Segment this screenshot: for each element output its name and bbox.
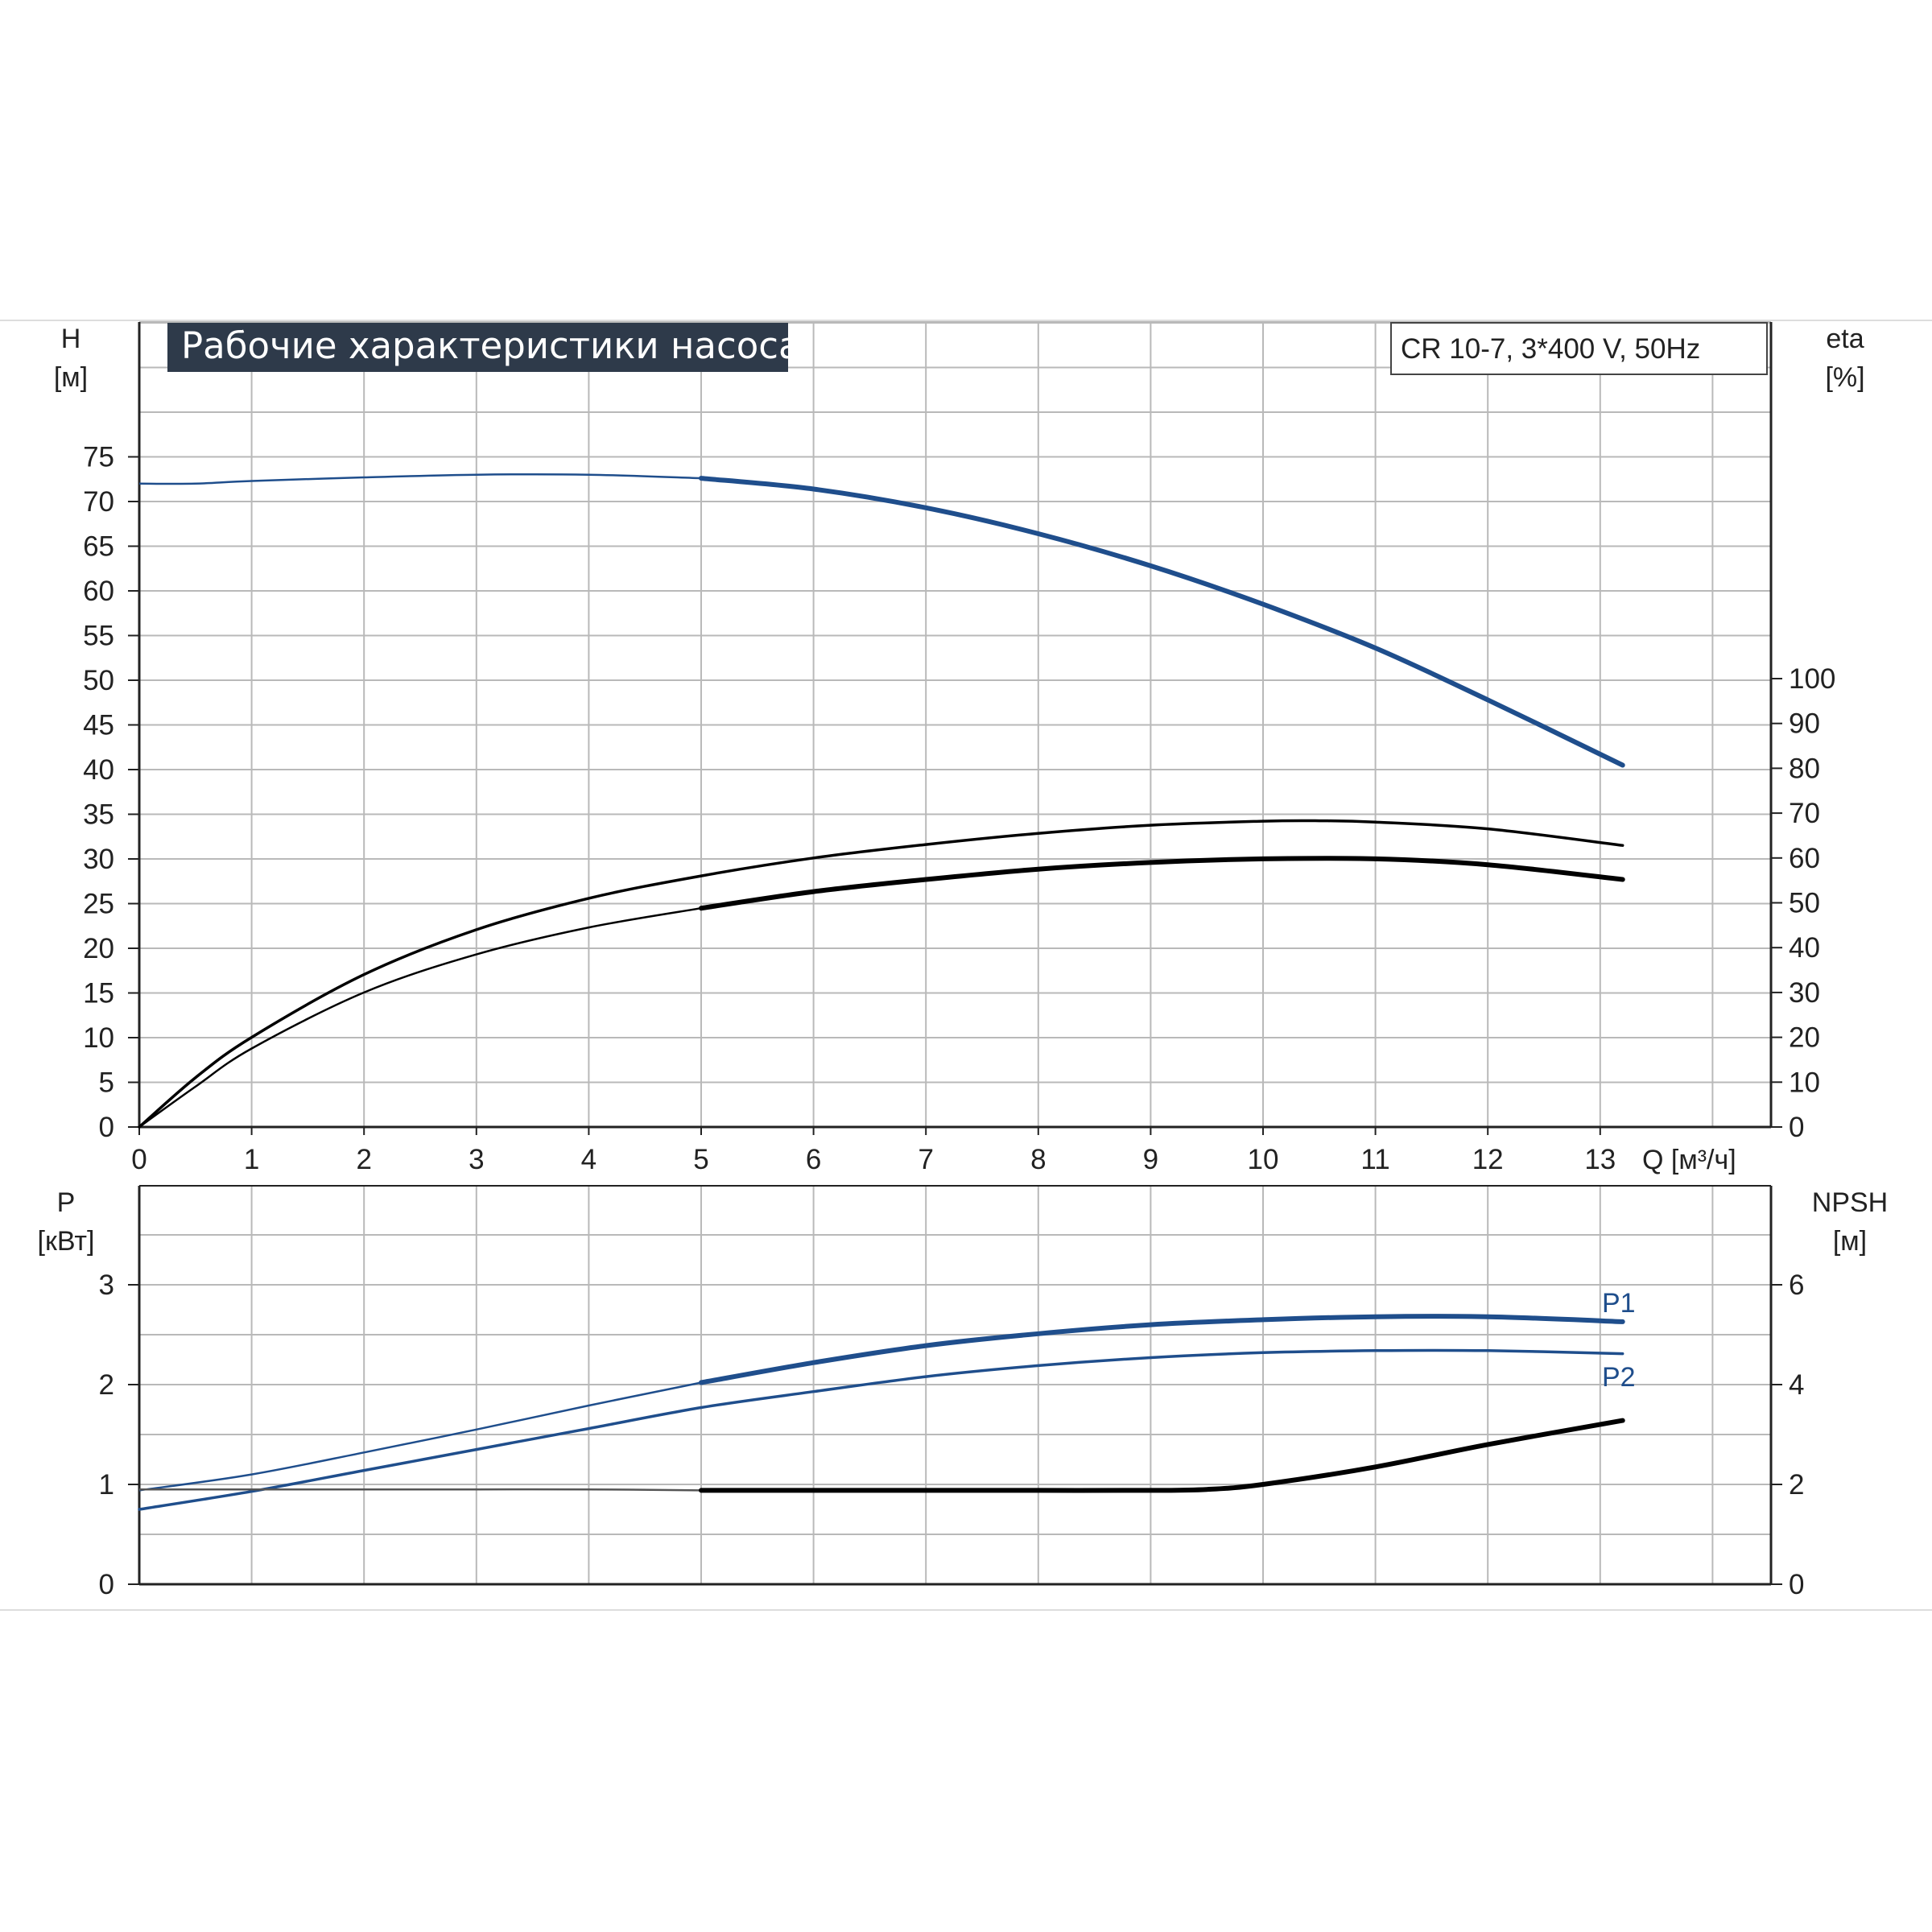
eta-pump-curve [138,819,1624,1129]
npsh-tick-label: 6 [1789,1269,1804,1301]
x-tick-label: 3 [469,1144,484,1175]
x-tick-label: 12 [1472,1144,1504,1175]
x-tick-label: 4 [581,1144,597,1175]
eta-tick-label: 20 [1789,1022,1820,1054]
eta-tick-label: 90 [1789,708,1820,740]
head-tick-label: 55 [83,621,114,652]
head-tick-label: 75 [83,442,114,473]
head-axis-name: H [61,324,81,354]
p1-curve-thick [699,1314,1625,1385]
power-chart-curves [138,1314,1625,1511]
eta-tick-label: 40 [1789,932,1820,964]
p2-series-label: P2 [1602,1362,1636,1393]
power-axis-name: P [57,1187,76,1218]
npsh-tick-label: 4 [1789,1369,1804,1401]
eta-tick-label: 30 [1789,977,1820,1009]
head-tick-label: 50 [83,665,114,696]
head-tick-label: 10 [83,1022,114,1054]
head-chart-curves [138,473,1625,1129]
eta-tick-label: 70 [1789,798,1820,829]
chart-title: Рабочие характеристики насоса [181,324,801,367]
eta-total-curve-thin [138,906,702,1129]
npsh-axis-name: NPSH [1812,1187,1888,1218]
head-tick-label: 70 [83,486,114,518]
x-tick-label: 5 [693,1144,708,1175]
head-tick-label: 65 [83,531,114,563]
npsh-axis-unit: [м] [1833,1226,1867,1257]
eta-total-curve-thick [699,856,1625,911]
eta-axis-unit: [%] [1825,362,1864,393]
chart-title-box [167,323,788,372]
p1-series-label: P1 [1602,1288,1636,1319]
p2-curve [138,1348,1624,1511]
x-tick-label: 1 [244,1144,259,1175]
x-tick-label: 0 [131,1144,147,1175]
eta-tick-label: 0 [1789,1112,1804,1143]
x-tick-label: 13 [1584,1144,1616,1175]
x-tick-label: 9 [1143,1144,1158,1175]
head-tick-label: 25 [83,889,114,920]
eta-tick-label: 10 [1789,1067,1820,1098]
head-chart-grid [138,321,1771,1128]
x-tick-label: 10 [1248,1144,1279,1175]
npsh-curve-thin [138,1488,702,1492]
p1-curve-thin [138,1381,702,1492]
head-tick-label: 30 [83,844,114,875]
head-tick-label: 5 [99,1067,114,1099]
x-tick-label: 11 [1360,1144,1389,1175]
x-tick-label: 7 [918,1144,933,1175]
eta-tick-label: 80 [1789,753,1820,784]
eta-tick-label: 50 [1789,888,1820,919]
power-tick-label: 2 [99,1369,114,1401]
eta-axis-name: eta [1826,324,1864,354]
npsh-curve-thick [699,1418,1625,1493]
npsh-tick-label: 2 [1789,1469,1804,1501]
head-curve-thick [699,476,1625,768]
eta-tick-label: 60 [1789,843,1820,874]
head-tick-label: 35 [83,799,114,831]
head-tick-label: 60 [83,576,114,607]
x-tick-label: 8 [1030,1144,1046,1175]
x-tick-label: 6 [806,1144,821,1175]
power-tick-label: 1 [99,1469,114,1501]
head-tick-label: 15 [83,978,114,1009]
x-tick-label: 2 [356,1144,371,1175]
head-tick-label: 45 [83,710,114,741]
power-tick-label: 0 [99,1569,114,1600]
head-tick-label: 40 [83,754,114,786]
power-chart-ticks: 0 1 2 3 0 2 4 6 [99,1269,1805,1600]
pump-model-label: CR 10-7, 3*400 V, 50Hz [1401,333,1700,365]
eta-tick-label: 100 [1789,663,1835,695]
head-tick-label: 20 [83,933,114,964]
power-tick-label: 3 [99,1269,114,1301]
power-chart-grid [138,1186,1771,1585]
npsh-tick-label: 0 [1789,1569,1804,1600]
head-chart-ticks: 0 1 2 3 4 5 6 7 8 9 10 11 12 130510152025303540455055… [83,442,1835,1176]
pump-model-box [1390,322,1768,375]
head-tick-label: 0 [99,1112,114,1143]
flow-axis-label: Q [м³/ч] [1642,1145,1736,1175]
head-axis-unit: [м] [54,362,88,393]
power-axis-unit: [кВт] [38,1226,95,1257]
head-curve-thin [138,473,702,485]
